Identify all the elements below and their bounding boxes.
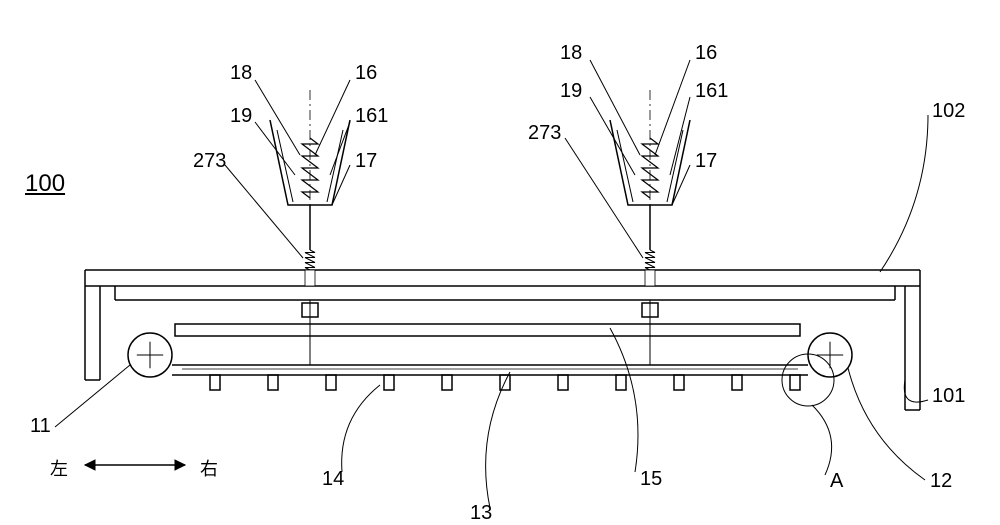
- callout-18: 18: [230, 62, 252, 85]
- callout-11: 11: [30, 415, 51, 438]
- callout-16: 16: [355, 62, 377, 85]
- figure-ref-number: 100: [25, 170, 65, 198]
- diagram-svg: [0, 0, 1000, 525]
- callout-17: 17: [355, 150, 377, 173]
- callout-102: 102: [932, 100, 965, 123]
- direction-left-label: 左: [50, 455, 68, 481]
- callout-161: 161: [695, 80, 728, 103]
- callout-19: 19: [230, 105, 252, 128]
- callout-273: 273: [528, 122, 561, 145]
- callout-12: 12: [930, 470, 952, 493]
- callout-14: 14: [322, 468, 344, 491]
- callout-16: 16: [695, 42, 717, 65]
- callout-273: 273: [193, 150, 226, 173]
- callout-161: 161: [355, 105, 388, 128]
- callout-18: 18: [560, 42, 582, 65]
- callout-15: 15: [640, 468, 662, 491]
- callout-19: 19: [560, 80, 582, 103]
- direction-right-label: 右: [200, 455, 218, 481]
- callout-A: A: [830, 470, 843, 493]
- diagram-canvas: 100 左 右 18 16 19 161 273 17 18 16 19 161 273 17 102 1…: [0, 0, 1000, 525]
- callout-13: 13: [470, 502, 492, 525]
- callout-17: 17: [695, 150, 717, 173]
- callout-101: 101: [932, 385, 965, 408]
